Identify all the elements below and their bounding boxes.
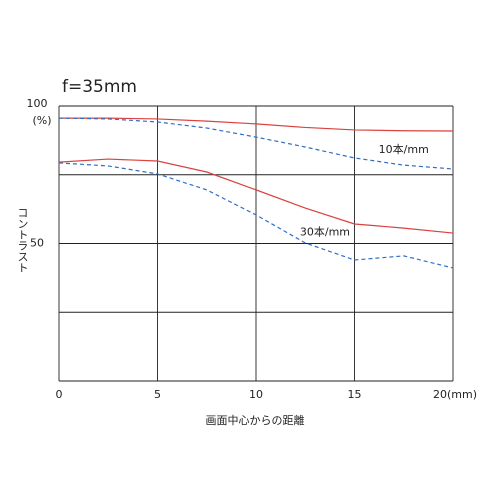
series-line xyxy=(58,162,454,269)
x-tick-label: 5 xyxy=(154,388,161,401)
x-tick-label: 15 xyxy=(348,388,362,401)
y-tick-label: 50 xyxy=(30,237,44,250)
x-tick-label: 10 xyxy=(249,388,263,401)
series-line xyxy=(58,117,454,170)
y-tick-label: 100 xyxy=(27,97,48,110)
y-axis-label: コントラスト xyxy=(16,207,29,273)
x-tick-label: 20(mm) xyxy=(433,388,477,401)
x-tick-label: 0 xyxy=(56,388,63,401)
annotation: 30本/mm xyxy=(300,225,350,239)
y-unit: (%) xyxy=(32,114,51,127)
series-line xyxy=(58,158,454,234)
x-axis-label: 画面中心からの距離 xyxy=(206,413,305,427)
chart-title: f=35mm xyxy=(62,77,137,97)
series-line xyxy=(59,117,454,132)
annotation: 10本/mm xyxy=(379,142,429,156)
